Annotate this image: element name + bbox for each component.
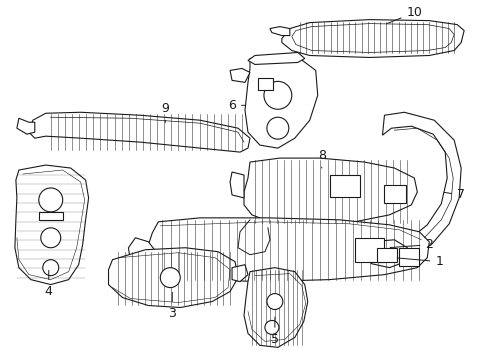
- Bar: [329, 175, 359, 197]
- Polygon shape: [229, 172, 244, 198]
- Circle shape: [264, 81, 291, 109]
- Polygon shape: [148, 218, 428, 282]
- Polygon shape: [232, 265, 247, 282]
- Circle shape: [266, 117, 288, 139]
- Polygon shape: [29, 112, 249, 152]
- Circle shape: [42, 260, 59, 276]
- Polygon shape: [247, 53, 304, 64]
- Text: 9: 9: [161, 102, 169, 122]
- Polygon shape: [367, 242, 394, 262]
- Polygon shape: [244, 158, 416, 225]
- Polygon shape: [364, 240, 407, 268]
- Polygon shape: [244, 55, 317, 148]
- Circle shape: [264, 320, 278, 334]
- Polygon shape: [229, 68, 249, 82]
- Bar: [354, 238, 384, 262]
- Bar: [258, 78, 272, 90]
- Text: 8: 8: [317, 149, 325, 168]
- Bar: [399, 248, 419, 266]
- Text: 5: 5: [270, 317, 278, 346]
- Circle shape: [39, 188, 62, 212]
- Text: 6: 6: [227, 99, 244, 112]
- Circle shape: [41, 228, 61, 248]
- Polygon shape: [128, 238, 158, 268]
- Polygon shape: [269, 27, 289, 36]
- Polygon shape: [17, 118, 35, 134]
- Bar: [39, 212, 62, 220]
- Bar: [377, 248, 397, 262]
- Text: 1: 1: [396, 255, 442, 268]
- Text: 10: 10: [386, 6, 422, 23]
- Polygon shape: [244, 268, 307, 347]
- Text: 2: 2: [389, 238, 432, 251]
- Text: 7: 7: [443, 188, 464, 202]
- Circle shape: [160, 268, 180, 288]
- Circle shape: [266, 293, 282, 310]
- Text: 3: 3: [168, 292, 176, 320]
- Polygon shape: [381, 112, 460, 255]
- Polygon shape: [15, 165, 88, 285]
- Polygon shape: [281, 20, 463, 58]
- Bar: [384, 185, 406, 203]
- Text: 4: 4: [45, 270, 53, 298]
- Polygon shape: [108, 248, 238, 307]
